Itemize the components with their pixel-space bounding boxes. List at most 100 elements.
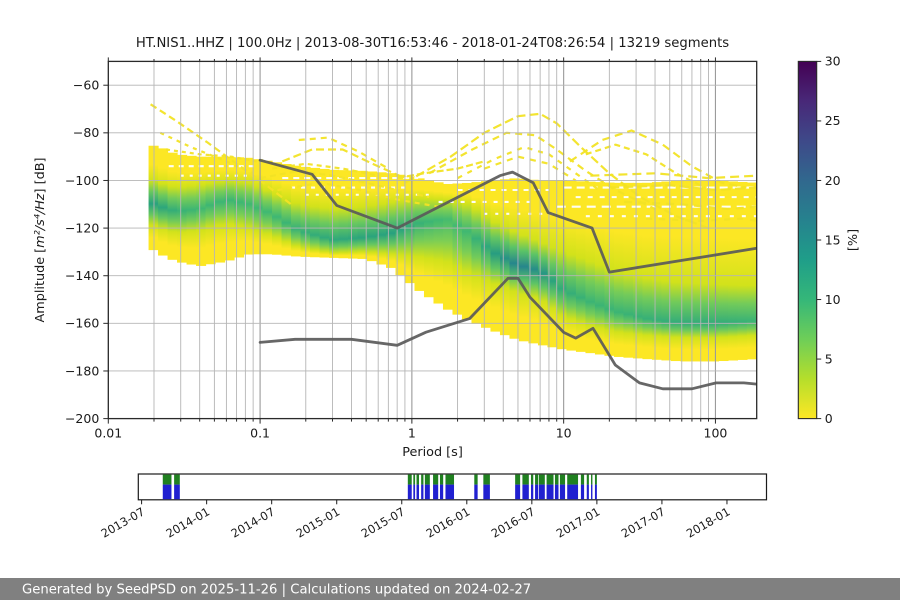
cloud-column [243, 157, 254, 255]
timeline-tick-label: 2013-07 [98, 504, 147, 540]
colorbar-tick-label: 20 [825, 173, 841, 188]
timeline-segment-data [483, 474, 490, 485]
colorbar-tick-label: 0 [825, 411, 833, 426]
x-tick-label: 0.1 [250, 426, 270, 441]
timeline-segment-data [554, 474, 559, 485]
timeline-segment-data [522, 474, 529, 485]
timeline-segment-psd [546, 484, 554, 500]
cloud-column [718, 180, 729, 362]
timeline-segment-data [433, 474, 439, 485]
timeline-segment-data [559, 474, 566, 485]
colorbar-tick-label: 25 [825, 113, 841, 128]
timeline-segment-data [546, 474, 554, 485]
timeline-segment-psd [586, 484, 589, 500]
timeline-segment-psd [554, 484, 559, 500]
timeline-tick-label: 2017-01 [554, 504, 603, 540]
cloud-column [471, 182, 482, 324]
colorbar-tick-label: 10 [825, 292, 841, 307]
cloud-column [404, 176, 416, 284]
outlier-psd-line [165, 148, 257, 163]
nhnm-line [258, 158, 757, 274]
cloud-column [376, 172, 387, 265]
outlier-psd-line [585, 143, 706, 189]
y-tick-label: −160 [65, 316, 99, 331]
cloud-column [433, 182, 444, 304]
timeline-segment-psd [439, 484, 444, 500]
timeline-segment-psd [416, 484, 420, 500]
timeline-segment-data [162, 474, 172, 485]
cloud-column [699, 180, 710, 362]
cloud-column [196, 156, 207, 266]
timeline-segment-data [407, 474, 412, 485]
x-tick-label: 100 [704, 426, 728, 441]
y-tick-label: −200 [65, 411, 99, 426]
footer-bar [0, 578, 900, 600]
timeline-segment-data [591, 474, 593, 485]
colorbar-title: [%] [846, 229, 861, 251]
footer-text: Generated by SeedPSD on 2025-11-26 | Cal… [22, 583, 531, 598]
timeline-segment-data [416, 474, 420, 485]
timeline-segment-psd [567, 484, 579, 500]
timeline-segment-data [421, 474, 424, 485]
cloud-column [215, 156, 226, 263]
y-tick-label: −80 [73, 125, 99, 140]
timeline-segment-psd [515, 484, 521, 500]
timeline-tick-label: 2017-07 [619, 504, 668, 540]
timeline-segment-psd [538, 484, 545, 500]
cloud-column [547, 180, 558, 348]
timeline-segment-data [594, 474, 597, 485]
y-tick-label: −120 [65, 220, 99, 235]
timeline-tick-label: 2016-07 [489, 504, 538, 540]
timeline-tick-label: 2016-01 [424, 504, 473, 540]
cloud-column [575, 181, 587, 352]
cloud-column [281, 163, 292, 256]
timeline-segment-psd [594, 484, 597, 500]
timeline-segment-psd [530, 484, 534, 500]
cloud-column [480, 181, 492, 328]
timeline-segment-data [445, 474, 455, 485]
cloud-column [423, 180, 435, 298]
cloud-column [661, 181, 672, 361]
timeline-segment-data [535, 474, 539, 485]
timeline-tick-label: 2014-07 [229, 504, 278, 540]
timeline-segment-psd [424, 484, 430, 500]
outlier-psd-line [483, 155, 577, 182]
cloud-column [366, 171, 378, 262]
colorbar: 0 5 10 15 20 25 30 [797, 54, 841, 426]
cloud-column [414, 178, 425, 291]
outlier-psd-line [609, 184, 757, 192]
cloud-column [310, 167, 321, 258]
cloud-column [442, 183, 454, 310]
cloud-column [680, 180, 691, 362]
cloud-column [689, 180, 701, 362]
outlier-psd-line [569, 129, 747, 189]
timeline-segment-data [586, 474, 589, 485]
cloud-column [528, 179, 539, 344]
outlier-psd-line [457, 146, 604, 194]
cloud-column [186, 155, 197, 265]
y-tick-label: −60 [73, 78, 99, 93]
cloud-column [385, 173, 397, 268]
timeline-segment-data [515, 474, 521, 485]
y-tick-label: −140 [65, 268, 99, 283]
outlier-psd-line [646, 217, 757, 222]
ppsd-density-cloud [148, 145, 757, 362]
timeline-segment-data [567, 474, 579, 485]
y-tick-label: −100 [65, 173, 99, 188]
timeline-segment-psd [162, 484, 172, 500]
outlier-psd-line [150, 103, 292, 206]
cloud-column [205, 156, 216, 265]
timeline-segment-psd [591, 484, 593, 500]
figure-title: HT.NIS1..HHZ | 100.0Hz | 2013-08-30T16:5… [136, 36, 729, 51]
cloud-column [594, 182, 606, 355]
outlier-psd-line [397, 160, 485, 180]
timeline-segment-data [174, 474, 180, 485]
timeline-segment-psd [413, 484, 416, 500]
cloud-column [737, 181, 748, 360]
x-axis-title: Period [s] [402, 445, 463, 460]
cloud-column [518, 178, 530, 342]
peterson-noise-model-lines [258, 158, 757, 391]
cloud-column [319, 168, 330, 258]
colorbar-tick-label: 30 [825, 54, 841, 69]
cloud-column [177, 154, 188, 263]
